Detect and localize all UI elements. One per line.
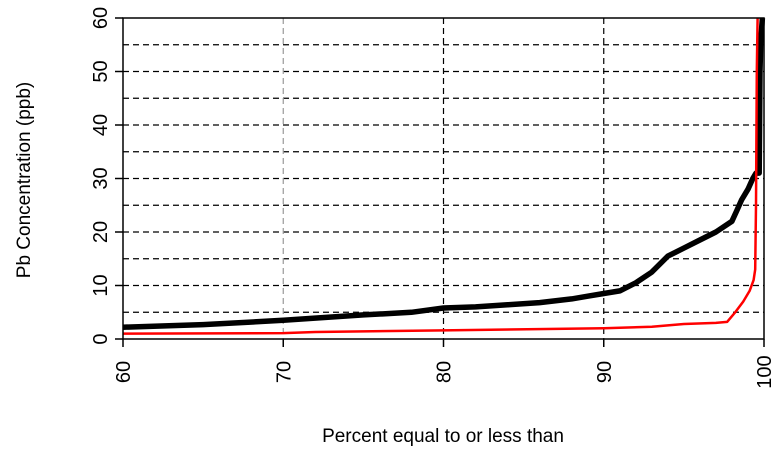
y-tick-label: 20 xyxy=(90,221,112,243)
series-line-red xyxy=(122,17,759,335)
y-tick-label: 40 xyxy=(90,114,112,136)
y-tick-label: 30 xyxy=(90,167,112,189)
y-tick-label: 60 xyxy=(90,7,112,29)
x-axis-title: Percent equal to or less than xyxy=(322,426,564,447)
series-line-black xyxy=(122,17,766,330)
y-tick-label: 10 xyxy=(90,274,112,296)
x-tick-label: 60 xyxy=(113,361,135,383)
x-tick-label: 100 xyxy=(754,355,776,388)
series-lines xyxy=(122,17,766,335)
x-tick-label: 80 xyxy=(434,361,456,383)
y-tick-label: 0 xyxy=(90,333,112,344)
y-tick-label: 50 xyxy=(90,60,112,82)
grid-lines xyxy=(123,18,764,339)
x-tick-label: 90 xyxy=(594,361,616,383)
x-axis: 60 70 80 90 100 xyxy=(113,339,776,389)
x-tick-label: 70 xyxy=(273,361,295,383)
y-axis-title: Pb Concentration (ppb) xyxy=(14,82,35,278)
y-axis: 0 10 20 30 40 50 60 xyxy=(90,7,123,345)
